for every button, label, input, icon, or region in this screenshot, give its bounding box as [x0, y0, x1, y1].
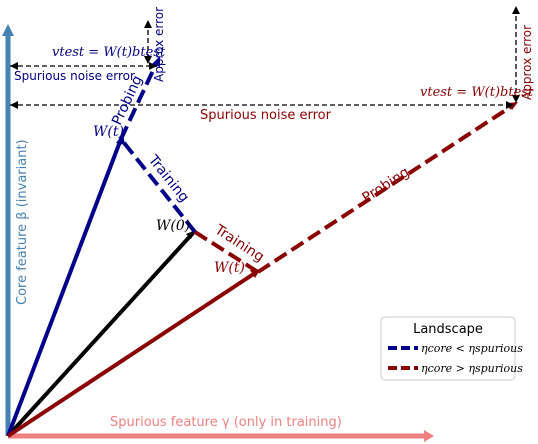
- vector-w0: [6, 231, 195, 438]
- blue-approx-label: Approx error: [152, 7, 166, 82]
- point-w0-label: W(0): [156, 218, 190, 234]
- y-axis-arrowhead: [2, 24, 14, 36]
- probing-path-red: [256, 104, 514, 274]
- legend-box: [380, 316, 516, 381]
- vector-wt-blue: [6, 138, 123, 437]
- point-wt-red-label: W(t): [214, 260, 245, 276]
- training-path-red: [193, 230, 260, 274]
- red-approx-label: Approx error: [520, 25, 534, 100]
- probing-path-blue: [119, 61, 159, 140]
- red-vtest-label: vtest = W(t)btest: [420, 85, 534, 100]
- x-axis-arrowhead: [424, 430, 434, 442]
- probing-blue-arrowhead: [152, 56, 160, 67]
- red-noise-label: Spurious noise error: [200, 108, 332, 123]
- dashed-paths: [119, 56, 518, 274]
- legend: Landscape ηcore < ηspurious ηcore > ηspu…: [380, 316, 523, 381]
- blue-vtest-label: vtest = W(t)btest: [52, 45, 166, 60]
- y-axis-label: Core feature β (invariant): [15, 139, 30, 305]
- legend-label-blue: ηcore < ηspurious: [421, 342, 523, 355]
- point-wt-blue-label: W(t): [93, 124, 124, 140]
- axes: [2, 24, 434, 442]
- x-axis-label: Spurious feature γ (only in training): [110, 415, 342, 430]
- blue-noise-label: Spurious noise error: [14, 69, 135, 83]
- bracket-heads: [10, 6, 520, 109]
- vector-wt-red: [6, 271, 257, 438]
- error-brackets: [10, 8, 517, 106]
- probing-red-label: Probing: [359, 164, 412, 206]
- weight-vectors: [6, 134, 260, 438]
- legend-title: Landscape: [413, 322, 483, 337]
- legend-label-red: ηcore > ηspurious: [421, 362, 523, 375]
- vector-wt-red-arrowhead: [250, 270, 260, 278]
